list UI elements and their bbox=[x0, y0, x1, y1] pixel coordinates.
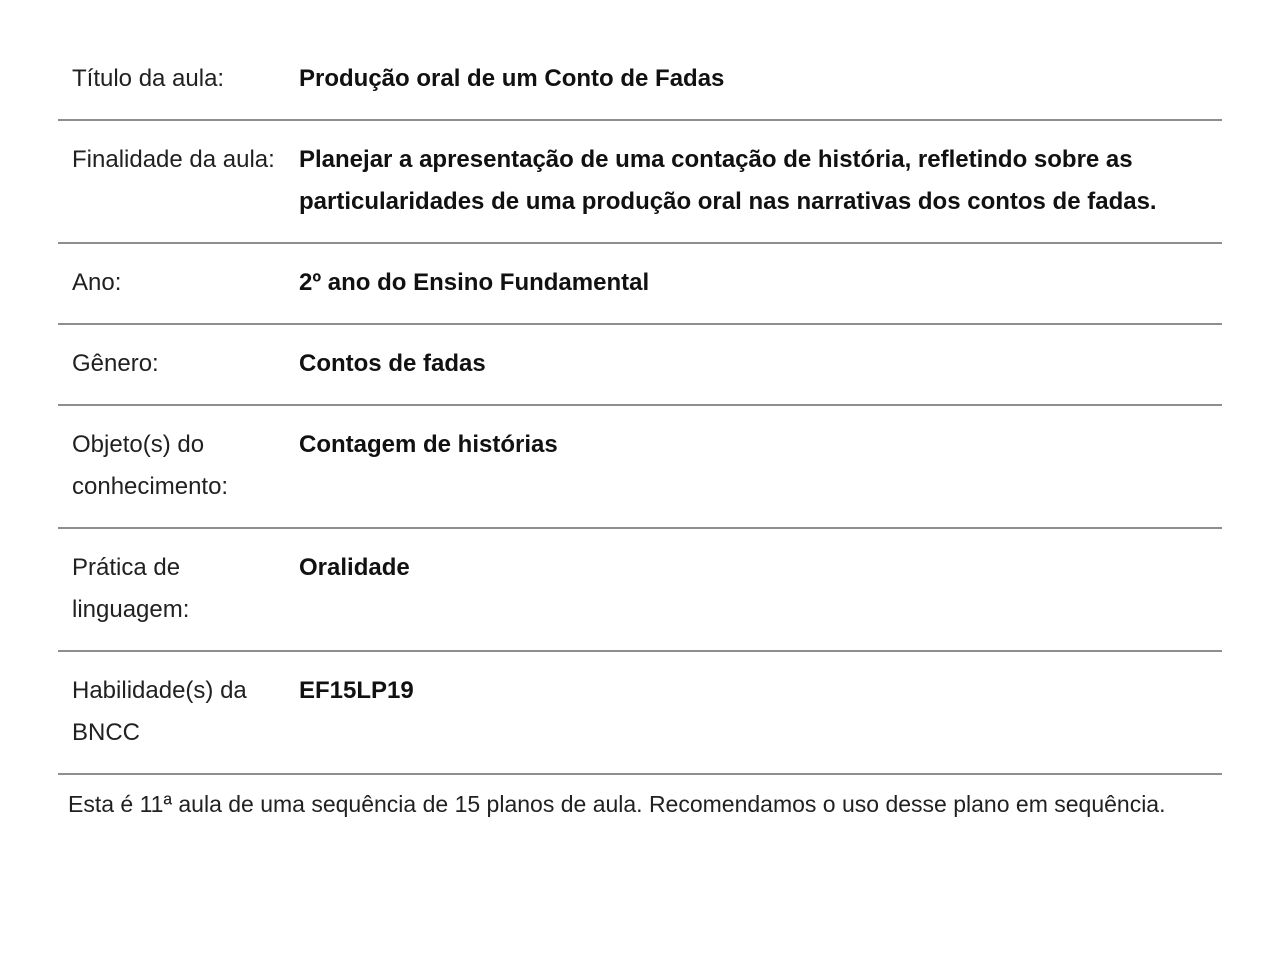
row-label-finalidade: Finalidade da aula: bbox=[72, 146, 275, 173]
row-label-objeto-conhecimento: Objeto(s) do conhecimento: bbox=[72, 431, 229, 500]
row-label-genero: Gênero: bbox=[72, 350, 159, 377]
row-value-genero: Contos de fadas bbox=[299, 350, 486, 377]
table-row: Objeto(s) do conhecimento: Contagem de h… bbox=[58, 406, 1222, 529]
table-row: Habilidade(s) da BNCC EF15LP19 bbox=[58, 652, 1222, 775]
row-label-habilidade-bncc: Habilidade(s) da BNCC bbox=[72, 677, 247, 746]
table-row: Prática de linguagem: Oralidade bbox=[58, 529, 1222, 652]
row-label-titulo: Título da aula: bbox=[72, 65, 225, 92]
row-value-habilidade-bncc: EF15LP19 bbox=[299, 677, 414, 704]
row-label-ano: Ano: bbox=[72, 269, 122, 296]
row-value-finalidade: Planejar a apresentação de uma contação … bbox=[299, 146, 1157, 215]
row-label-pratica-linguagem: Prática de linguagem: bbox=[72, 554, 190, 623]
row-value-pratica-linguagem: Oralidade bbox=[299, 554, 410, 581]
sequence-footer-note: Esta é 11ª aula de uma sequência de 15 p… bbox=[68, 791, 1166, 817]
table-row: Gênero: Contos de fadas bbox=[58, 325, 1222, 406]
lesson-info-table: Título da aula: Produção oral de um Cont… bbox=[58, 40, 1222, 820]
row-value-ano: 2º ano do Ensino Fundamental bbox=[299, 269, 650, 296]
row-value-objeto-conhecimento: Contagem de histórias bbox=[299, 431, 558, 458]
table-row: Finalidade da aula: Planejar a apresenta… bbox=[58, 121, 1222, 244]
table-row: Ano: 2º ano do Ensino Fundamental bbox=[58, 244, 1222, 325]
table-row: Título da aula: Produção oral de um Cont… bbox=[58, 40, 1222, 121]
row-value-titulo: Produção oral de um Conto de Fadas bbox=[299, 65, 725, 92]
